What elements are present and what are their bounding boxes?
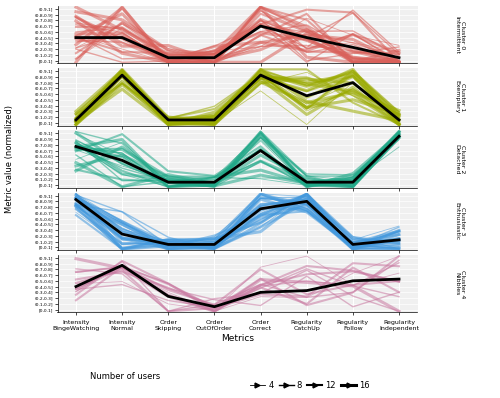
Text: Number of users: Number of users bbox=[90, 372, 160, 380]
Text: Cluster 0
Intermittent: Cluster 0 Intermittent bbox=[454, 16, 465, 54]
Text: Cluster 3
Enthusiastic: Cluster 3 Enthusiastic bbox=[454, 202, 465, 240]
Text: Cluster 1
Exemplary: Cluster 1 Exemplary bbox=[454, 80, 465, 114]
Text: Cluster 4
Nibbles: Cluster 4 Nibbles bbox=[454, 269, 465, 298]
Legend: 4, 8, 12, 16: 4, 8, 12, 16 bbox=[250, 381, 370, 390]
Text: Metric value (normalized): Metric value (normalized) bbox=[5, 105, 14, 213]
X-axis label: Metrics: Metrics bbox=[221, 334, 254, 343]
Text: Cluster 2
Detached: Cluster 2 Detached bbox=[454, 144, 465, 174]
